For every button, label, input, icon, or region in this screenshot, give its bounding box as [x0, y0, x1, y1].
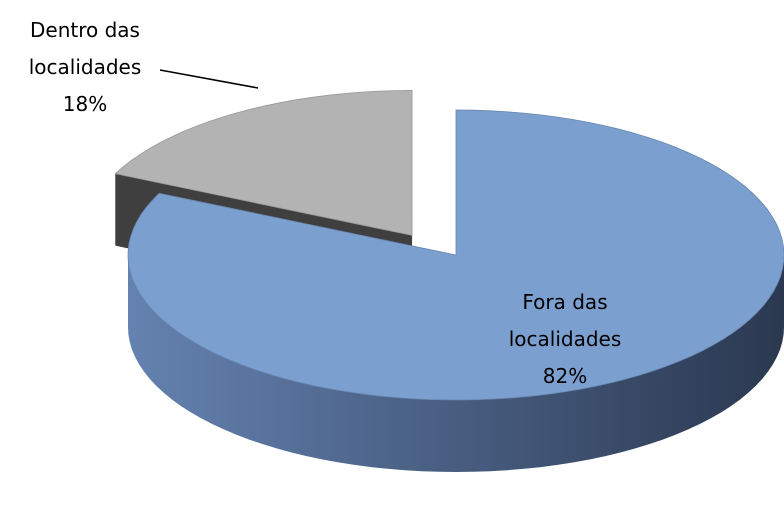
- slice-label: Fora das localidades 82%: [490, 284, 640, 395]
- leader-line: [159, 69, 259, 89]
- value-label: 18%: [62, 92, 108, 116]
- category-label: Fora das localidades: [508, 290, 622, 351]
- slice-top: [127, 109, 784, 401]
- slice-label: Dentro das localidades 18%: [10, 12, 160, 123]
- slice-wall: [128, 255, 784, 472]
- slice-top: [114, 89, 413, 236]
- category-label: Dentro das localidades: [28, 18, 142, 79]
- value-label: 82%: [542, 364, 588, 388]
